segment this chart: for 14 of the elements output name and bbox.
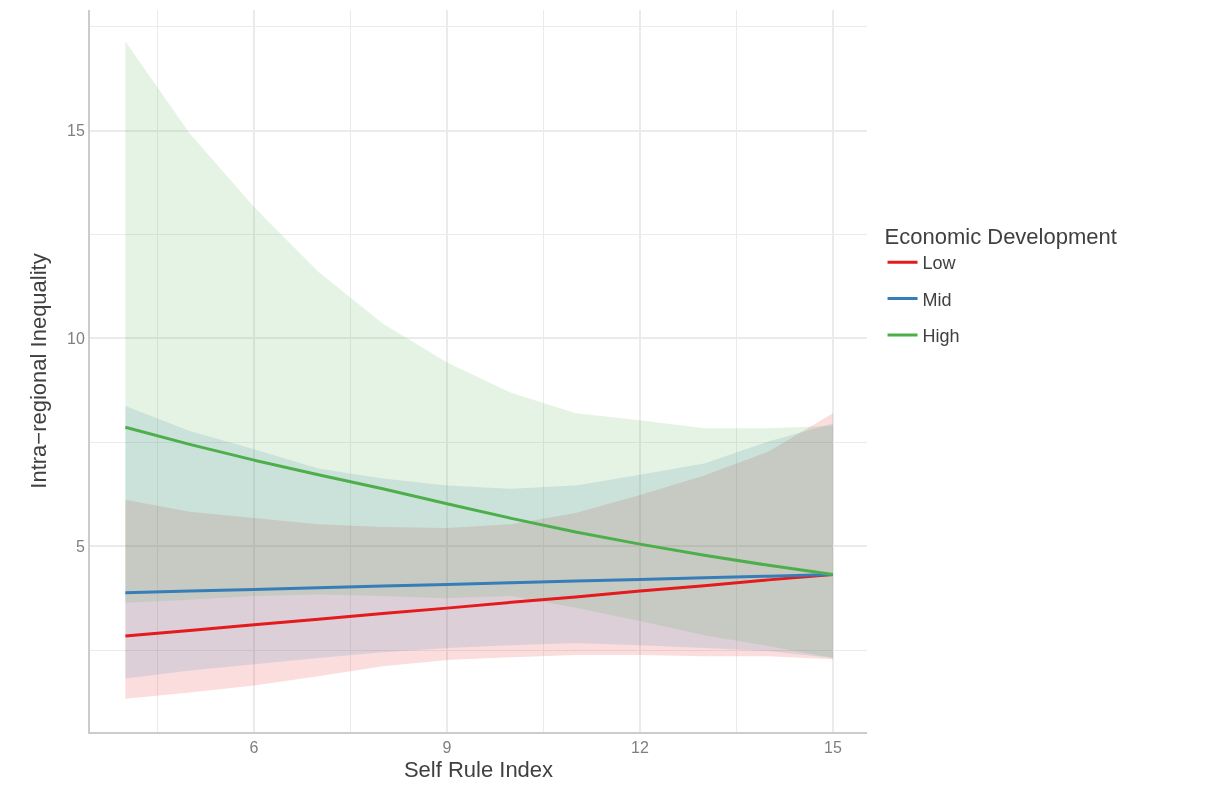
line-series <box>123 425 835 576</box>
legend-label: Mid <box>922 289 952 310</box>
x-tick-label: 12 <box>631 739 649 757</box>
legend-label: High <box>922 325 960 346</box>
y-tick-label: 5 <box>75 537 85 555</box>
legend-title: Economic Development <box>884 223 1117 249</box>
x-axis-title: Self Rule Index <box>403 756 554 782</box>
y-tick-label: 15 <box>67 122 85 140</box>
y-tick-label: 10 <box>67 329 85 347</box>
x-tick-label: 9 <box>442 739 452 757</box>
x-tick-label: 6 <box>249 739 259 757</box>
y-axis-title: Intra−regional Inequality <box>26 253 52 489</box>
x-tick-label: 15 <box>824 739 842 757</box>
legend-label: Low <box>922 253 957 274</box>
